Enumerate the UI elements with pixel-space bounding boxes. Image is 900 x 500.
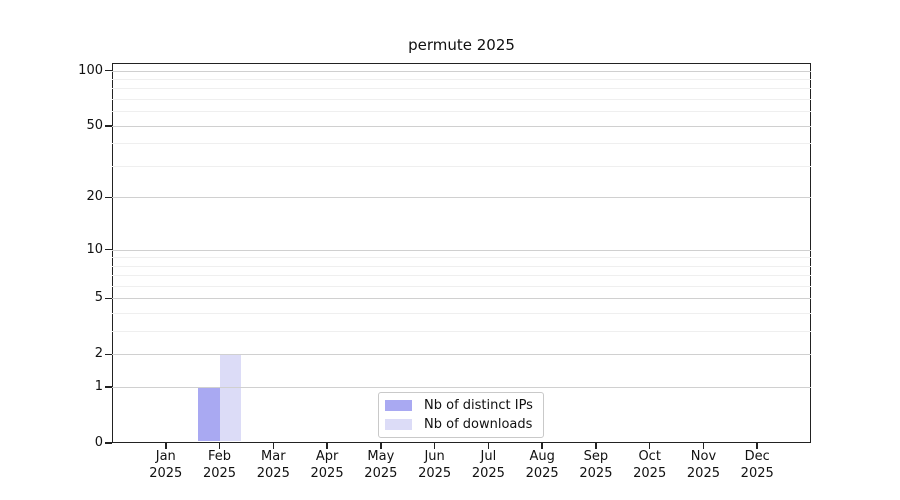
y-axis-tick-label: 5 — [94, 290, 103, 306]
x-axis-tick — [380, 443, 382, 449]
x-axis-tick — [326, 443, 328, 449]
gridline-minor — [112, 143, 811, 145]
x-axis-tick-label: Apr 2025 — [310, 449, 344, 481]
x-axis-tick-label: Dec 2025 — [740, 449, 774, 481]
y-axis-tick — [105, 196, 112, 199]
gridline-major — [112, 354, 811, 356]
legend-swatch-distinct-ips-icon — [385, 400, 412, 411]
x-axis-tick-label: Feb 2025 — [202, 449, 237, 481]
gridline-minor — [112, 275, 811, 277]
y-axis-tick-label: 0 — [94, 435, 103, 450]
x-axis-tick — [433, 443, 436, 449]
gridline-minor — [112, 313, 811, 315]
y-axis-tick — [105, 442, 112, 444]
gridline-minor — [112, 111, 811, 113]
y-axis-tick — [105, 386, 112, 388]
y-axis-tick — [105, 248, 112, 251]
x-axis-tick-label: May 2025 — [364, 449, 398, 481]
gridline-minor — [112, 331, 811, 333]
legend-swatch-downloads-icon — [385, 419, 412, 430]
gridline-minor — [112, 257, 811, 259]
y-axis-tick — [105, 69, 112, 72]
x-axis-tick — [595, 443, 597, 449]
y-axis-tick — [105, 297, 112, 300]
x-axis-tick-label: Sep 2025 — [579, 449, 613, 481]
bar-nb-of-distinct-ips-feb — [198, 387, 220, 442]
x-axis-tick — [272, 443, 275, 449]
gridline-major — [112, 387, 811, 389]
x-axis-tick-label: Nov 2025 — [686, 449, 720, 481]
legend-label-downloads: Nb of downloads — [424, 417, 533, 432]
y-axis-tick-label: 100 — [78, 62, 103, 78]
y-axis-tick — [105, 125, 112, 127]
gridline-major — [112, 298, 811, 300]
gridline-minor — [112, 99, 811, 101]
gridline-major — [112, 197, 811, 199]
y-axis-tick-label: 10 — [86, 241, 103, 257]
gridline-major — [112, 70, 811, 72]
chart-title: permute 2025 — [408, 36, 515, 54]
x-axis-tick — [487, 443, 490, 449]
bar-nb-of-downloads-feb — [219, 354, 242, 442]
x-axis-tick — [165, 443, 167, 449]
gridline-major — [112, 249, 811, 251]
gridline-minor — [112, 79, 811, 81]
x-axis-tick-label: Aug 2025 — [525, 449, 559, 481]
y-axis-tick-label: 20 — [86, 189, 103, 205]
x-axis-tick — [702, 443, 705, 449]
y-axis-tick — [105, 353, 112, 356]
legend-label-distinct-ips: Nb of distinct IPs — [424, 398, 533, 413]
gridline-major — [112, 125, 811, 127]
x-axis-tick — [541, 443, 543, 449]
x-axis-tick-label: Jan 2025 — [149, 449, 183, 481]
y-axis-tick-label: 2 — [94, 346, 103, 362]
gridline-minor — [112, 165, 811, 167]
plot-area — [112, 63, 811, 443]
legend: Nb of distinct IPs Nb of downloads — [378, 392, 544, 438]
y-axis-tick-label: 50 — [86, 117, 103, 133]
y-axis-tick-label: 1 — [94, 379, 103, 395]
x-axis-tick — [648, 443, 651, 449]
x-axis-tick-label: Oct 2025 — [633, 449, 667, 481]
x-axis-tick-label: Jun 2025 — [418, 449, 452, 481]
x-axis-tick-label: Jul 2025 — [471, 449, 505, 481]
legend-item-downloads: Nb of downloads — [385, 417, 533, 432]
x-axis-tick-label: Mar 2025 — [256, 449, 290, 481]
gridline-minor — [112, 265, 811, 267]
x-axis-tick — [756, 443, 758, 449]
gridline-minor — [112, 285, 811, 287]
gridline-minor — [112, 88, 811, 90]
x-axis-tick — [218, 443, 221, 449]
legend-item-distinct-ips: Nb of distinct IPs — [385, 398, 533, 413]
